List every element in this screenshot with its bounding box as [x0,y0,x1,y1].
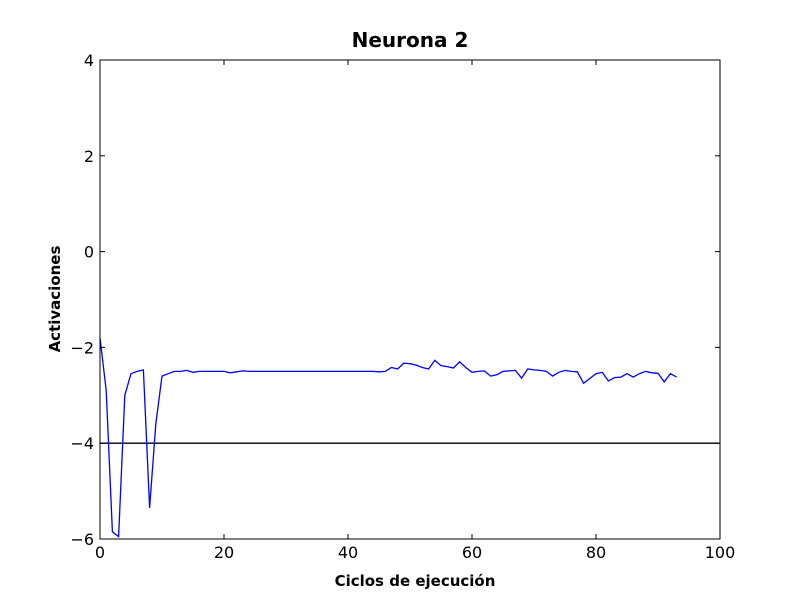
y-tick-label: 0 [84,243,94,262]
x-axis-label: Ciclos de ejecución [335,572,496,590]
x-tick-label: 20 [214,543,234,562]
x-tick-label: 60 [462,543,482,562]
x-tick-label: 0 [95,543,105,562]
series-line [99,337,677,538]
y-tick-label: 2 [84,147,94,166]
y-tick-label: −2 [70,338,94,357]
y-tick-label: −4 [70,434,94,453]
y-tick-label: −6 [70,530,94,549]
chart-title: Neurona 2 [352,28,469,52]
y-tick-label: 4 [84,51,94,70]
plot-frame [99,59,721,540]
x-tick-label: 80 [586,543,606,562]
x-tick-label: 100 [705,543,736,562]
axis-ticks: 0 20 40 60 80 100 −6 −4 −2 0 2 4 [70,51,735,562]
x-tick-label: 40 [338,543,358,562]
y-axis-label: Activaciones [46,246,64,353]
